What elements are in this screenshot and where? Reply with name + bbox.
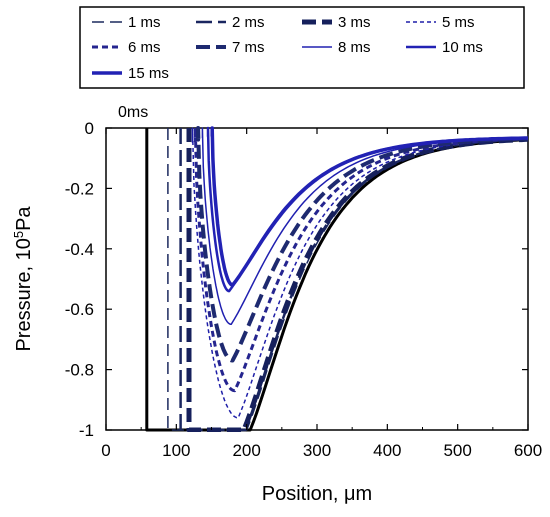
x-tick-label: 500 [443, 441, 471, 460]
y-tick-label: -0.8 [65, 361, 94, 380]
x-axis-title-prefix: Position, [262, 483, 344, 505]
series-line [186, 128, 528, 432]
y-tick-label: 0 [85, 119, 94, 138]
legend-label: 5 ms [442, 14, 475, 31]
x-axis-title-unit: μm [344, 483, 372, 505]
legend: 1 ms 2 ms 3 ms 5 ms 6 ms 7 ms 8 ms 10 ms 15 ms [92, 14, 483, 82]
y-tick-label: -0.6 [65, 300, 94, 319]
x-tick-label: 600 [514, 441, 542, 460]
legend-label: 15 ms [128, 65, 169, 82]
series-line [210, 126, 528, 287]
axis-ticks [105, 127, 529, 431]
legend-label: 7 ms [232, 39, 265, 56]
series-line [193, 126, 528, 393]
x-axis-title: Position, μm [262, 483, 372, 505]
x-tick-label: 100 [162, 441, 190, 460]
legend-label: 6 ms [128, 39, 161, 56]
series-lines [145, 126, 528, 432]
legend-label: 3 ms [338, 14, 371, 31]
y-axis-title: Pressure, 105Pa [11, 206, 36, 352]
zero-ms-annotation: 0ms [118, 104, 148, 121]
plot-area [105, 127, 529, 431]
y-tick-label: -0.4 [65, 240, 94, 259]
x-tick-label: 0 [101, 441, 110, 460]
x-tick-label: 400 [373, 441, 401, 460]
tick-labels: 0 100 200 300 400 500 600 0 -0.2 -0.4 -0.6 -0.8 -1 [65, 119, 542, 460]
legend-label: 2 ms [232, 14, 265, 31]
y-tick-label: -0.2 [65, 179, 94, 198]
x-tick-label: 200 [232, 441, 260, 460]
y-axis-title-suffix: Pa [13, 206, 35, 231]
y-axis-title-prefix: Pressure, 10 [13, 238, 35, 351]
legend-label: 8 ms [338, 39, 371, 56]
y-axis-title-sup: 5 [11, 231, 26, 238]
legend-label: 10 ms [442, 39, 483, 56]
x-tick-label: 300 [303, 441, 331, 460]
legend-label: 1 ms [128, 14, 161, 31]
y-tick-label: -1 [79, 421, 94, 440]
